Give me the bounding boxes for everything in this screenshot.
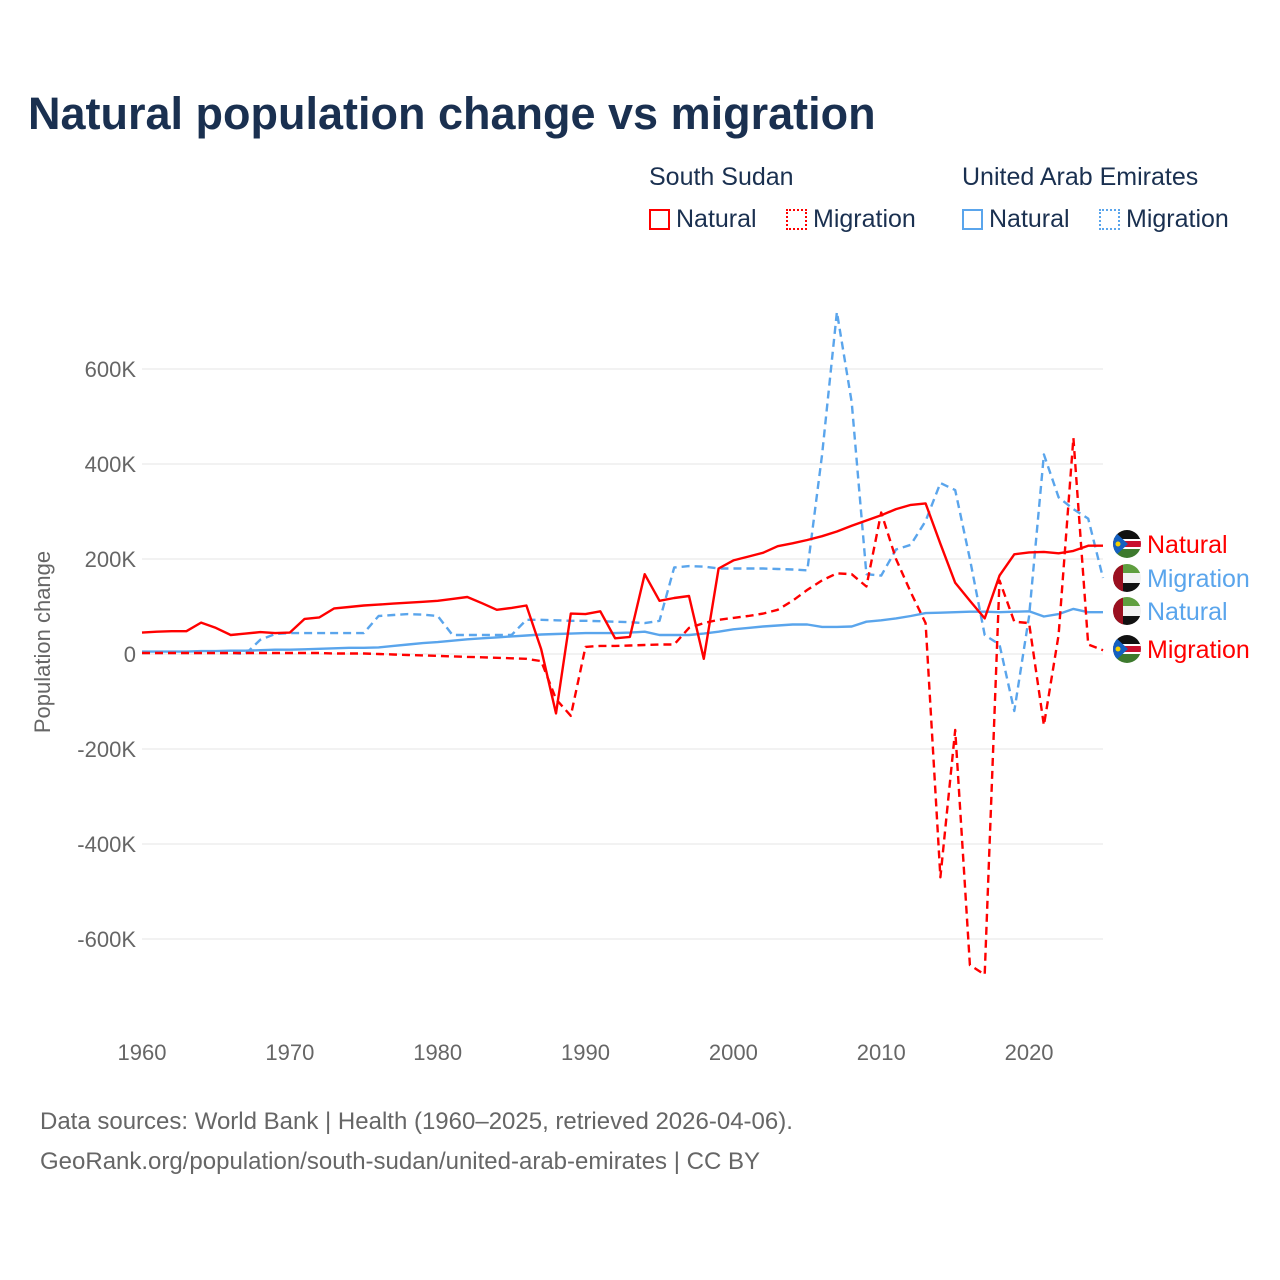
x-tick-label: 1960 bbox=[118, 1040, 167, 1065]
x-tick-label: 1980 bbox=[413, 1040, 462, 1065]
legend-label: Natural bbox=[989, 205, 1070, 233]
chart-title: Natural population change vs migration bbox=[28, 88, 876, 139]
series-line-south-sudan-migration bbox=[142, 436, 1104, 976]
south-sudan-flag-icon bbox=[1113, 530, 1141, 558]
legend-uae-natural[interactable]: Natural bbox=[962, 205, 1070, 234]
end-label: Migration bbox=[1147, 636, 1250, 664]
legend-swatch-solid bbox=[649, 209, 670, 230]
x-tick-label: 2020 bbox=[1005, 1040, 1054, 1065]
legend-ss-migration[interactable]: Migration bbox=[786, 205, 916, 234]
x-tick-label: 2010 bbox=[857, 1040, 906, 1065]
legend-group-uae: United Arab Emirates bbox=[962, 163, 1199, 191]
end-label: Migration bbox=[1147, 565, 1250, 593]
footer-sources: Data sources: World Bank | Health (1960–… bbox=[40, 1108, 793, 1135]
y-tick-label: -400K bbox=[77, 832, 136, 857]
footer-link[interactable]: GeoRank.org/population/south-sudan/unite… bbox=[40, 1148, 760, 1175]
south-sudan-flag-icon bbox=[1113, 635, 1141, 663]
legend-label: Migration bbox=[813, 205, 916, 233]
legend-swatch-dotted bbox=[1099, 209, 1120, 230]
series-line-uae-migration bbox=[142, 310, 1105, 713]
legend-ss-natural[interactable]: Natural bbox=[649, 205, 757, 234]
y-tick-label: 0 bbox=[124, 642, 136, 667]
uae-flag-icon bbox=[1113, 597, 1141, 625]
y-tick-label: 400K bbox=[85, 452, 137, 477]
x-tick-label: 2000 bbox=[709, 1040, 758, 1065]
y-tick-label: -200K bbox=[77, 737, 136, 762]
end-label: Natural bbox=[1147, 531, 1228, 559]
legend-uae-migration[interactable]: Migration bbox=[1099, 205, 1229, 234]
legend-swatch-dotted bbox=[786, 209, 807, 230]
uae-flag-icon bbox=[1113, 564, 1141, 592]
y-tick-label: -600K bbox=[77, 927, 136, 952]
y-tick-label: 200K bbox=[85, 547, 137, 572]
y-tick-label: 600K bbox=[85, 357, 137, 382]
y-axis-label: Population change bbox=[30, 551, 55, 733]
x-tick-label: 1990 bbox=[561, 1040, 610, 1065]
legend-group-south-sudan: South Sudan bbox=[649, 163, 794, 191]
legend-label: Natural bbox=[676, 205, 757, 233]
legend-label: Migration bbox=[1126, 205, 1229, 233]
x-tick-label: 1970 bbox=[265, 1040, 314, 1065]
series-line-south-sudan-natural bbox=[141, 502, 1103, 715]
legend-swatch-solid bbox=[962, 209, 983, 230]
series-line-uae-natural bbox=[142, 607, 1103, 653]
end-label: Natural bbox=[1147, 598, 1228, 626]
